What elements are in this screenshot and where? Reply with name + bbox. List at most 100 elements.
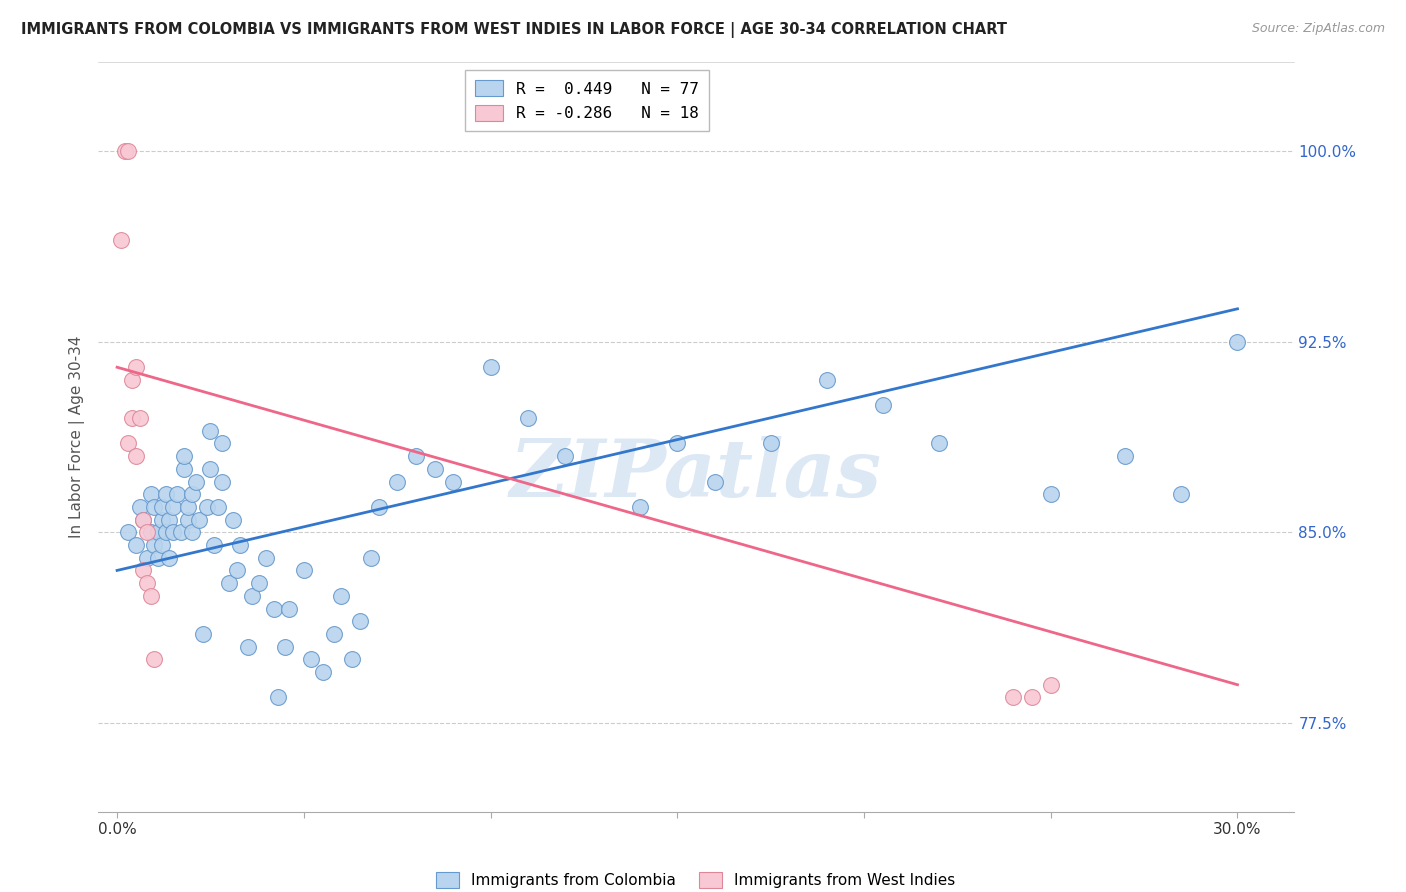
Point — [211, 475, 233, 489]
Point — [211, 436, 233, 450]
Point — [148, 525, 170, 540]
Point — [516, 411, 538, 425]
Point — [162, 500, 184, 514]
Point — [125, 360, 148, 375]
Point — [225, 563, 247, 577]
Point — [360, 550, 382, 565]
Point — [143, 500, 166, 514]
Point — [117, 436, 139, 450]
Point — [128, 500, 150, 514]
Point — [1039, 678, 1062, 692]
Point — [180, 525, 202, 540]
Point — [136, 550, 159, 565]
Point — [703, 475, 725, 489]
Point — [349, 614, 371, 628]
Point — [1039, 487, 1062, 501]
Point — [150, 500, 173, 514]
Point — [330, 589, 353, 603]
Point — [128, 411, 150, 425]
Point — [117, 145, 139, 159]
Point — [114, 145, 136, 159]
Point — [247, 576, 270, 591]
Text: Source: ZipAtlas.com: Source: ZipAtlas.com — [1251, 22, 1385, 36]
Point — [628, 500, 651, 514]
Point — [117, 525, 139, 540]
Point — [121, 411, 143, 425]
Point — [367, 500, 389, 514]
Point — [267, 690, 290, 705]
Point — [188, 513, 211, 527]
Point — [759, 436, 782, 450]
Point — [1226, 334, 1249, 349]
Point — [222, 513, 245, 527]
Point — [148, 550, 170, 565]
Point — [666, 436, 689, 450]
Point — [157, 550, 180, 565]
Point — [155, 487, 177, 501]
Point — [155, 525, 177, 540]
Point — [177, 500, 200, 514]
Point — [125, 538, 148, 552]
Point — [173, 462, 195, 476]
Point — [342, 652, 364, 666]
Point — [157, 513, 180, 527]
Point — [132, 563, 155, 577]
Point — [195, 500, 218, 514]
Point — [191, 627, 214, 641]
Point — [218, 576, 240, 591]
Point — [236, 640, 259, 654]
Point — [423, 462, 446, 476]
Point — [263, 601, 285, 615]
Point — [139, 589, 162, 603]
Legend: Immigrants from Colombia, Immigrants from West Indies: Immigrants from Colombia, Immigrants fro… — [429, 864, 963, 892]
Point — [277, 601, 299, 615]
Point — [1114, 449, 1136, 463]
Point — [180, 487, 202, 501]
Point — [121, 373, 143, 387]
Point — [274, 640, 297, 654]
Y-axis label: In Labor Force | Age 30-34: In Labor Force | Age 30-34 — [69, 335, 84, 539]
Point — [150, 513, 173, 527]
Point — [311, 665, 333, 679]
Point — [385, 475, 409, 489]
Point — [136, 525, 159, 540]
Point — [207, 500, 229, 514]
Text: IMMIGRANTS FROM COLOMBIA VS IMMIGRANTS FROM WEST INDIES IN LABOR FORCE | AGE 30-: IMMIGRANTS FROM COLOMBIA VS IMMIGRANTS F… — [21, 22, 1007, 38]
Point — [292, 563, 315, 577]
Point — [200, 424, 222, 438]
Point — [169, 525, 191, 540]
Point — [479, 360, 502, 375]
Point — [928, 436, 950, 450]
Point — [162, 525, 184, 540]
Point — [150, 538, 173, 552]
Point — [173, 449, 195, 463]
Point — [240, 589, 263, 603]
Point — [177, 513, 200, 527]
Point — [322, 627, 344, 641]
Point — [299, 652, 322, 666]
Text: ZIPatlas: ZIPatlas — [510, 436, 882, 513]
Point — [815, 373, 838, 387]
Point — [132, 513, 155, 527]
Point — [1170, 487, 1192, 501]
Point — [405, 449, 427, 463]
Point — [1021, 690, 1043, 705]
Point — [143, 538, 166, 552]
Point — [229, 538, 252, 552]
Point — [139, 525, 162, 540]
Point — [554, 449, 576, 463]
Point — [184, 475, 207, 489]
Point — [139, 487, 162, 501]
Point — [143, 652, 166, 666]
Point — [110, 233, 132, 247]
Point — [256, 550, 278, 565]
Point — [132, 513, 155, 527]
Point — [166, 487, 188, 501]
Point — [1002, 690, 1025, 705]
Point — [125, 449, 148, 463]
Point — [202, 538, 225, 552]
Point — [136, 576, 159, 591]
Point — [872, 398, 894, 412]
Point — [441, 475, 464, 489]
Point — [200, 462, 222, 476]
